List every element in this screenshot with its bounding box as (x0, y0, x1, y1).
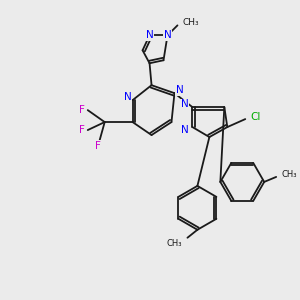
Text: CH₃: CH₃ (182, 18, 199, 27)
Text: F: F (79, 125, 85, 135)
Text: CH₃: CH₃ (281, 170, 297, 179)
Text: N: N (176, 85, 183, 95)
Text: N: N (146, 30, 153, 40)
Text: F: F (95, 141, 100, 151)
Text: F: F (79, 105, 85, 115)
Text: CH₃: CH₃ (167, 239, 182, 248)
Text: N: N (124, 92, 131, 102)
Text: Cl: Cl (250, 112, 260, 122)
Text: N: N (181, 99, 188, 109)
Text: N: N (181, 125, 188, 135)
Text: N: N (164, 30, 171, 40)
